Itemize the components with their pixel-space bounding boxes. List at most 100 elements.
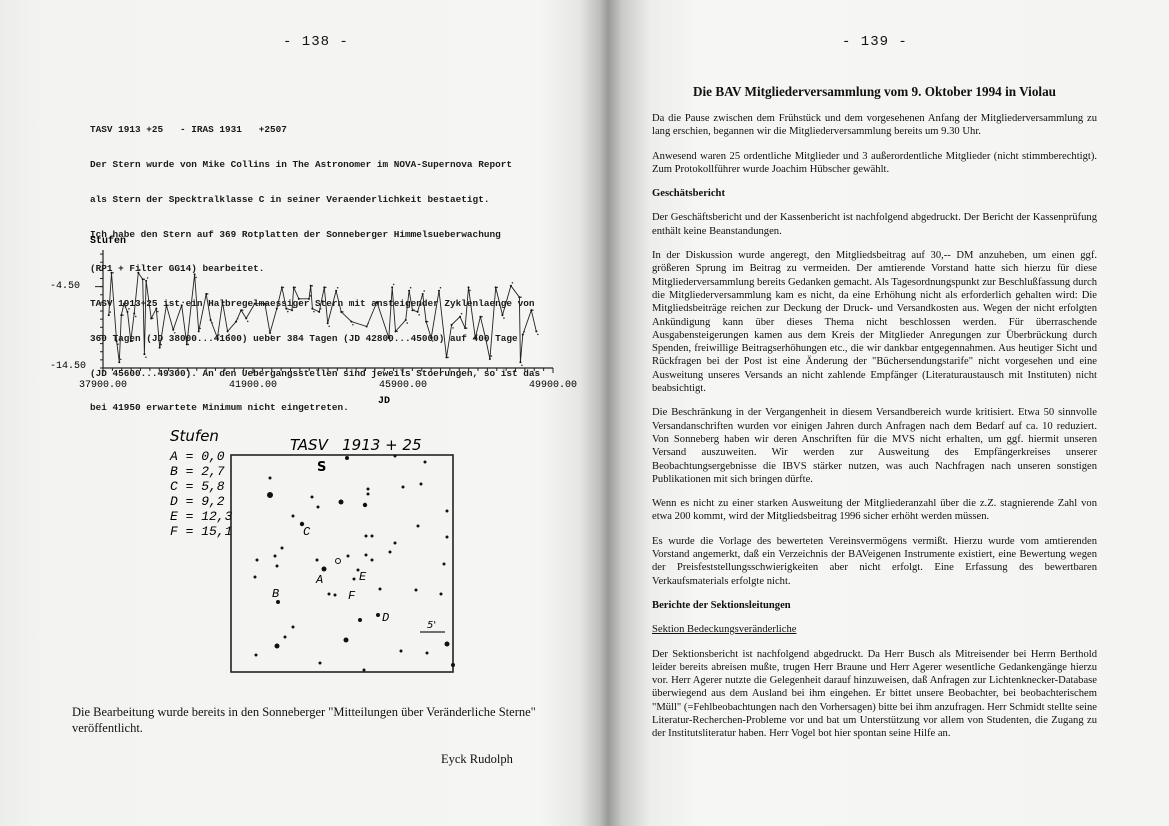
data-point	[307, 297, 310, 300]
data-point	[409, 286, 412, 289]
paragraph: Wenn es nicht zu einer starken Ausweitun…	[652, 498, 1097, 523]
data-point	[452, 327, 454, 329]
star	[414, 588, 418, 592]
data-point	[112, 271, 114, 274]
data-point	[387, 336, 390, 339]
page-number-left: - 138 -	[283, 34, 349, 50]
star	[310, 495, 314, 499]
data-point	[537, 333, 539, 336]
x-tick-label: 45900.00	[379, 380, 427, 391]
data-point	[160, 343, 162, 346]
star	[268, 476, 272, 480]
star	[274, 643, 280, 649]
x-tick-label: 37900.00	[79, 380, 127, 391]
data-point	[141, 278, 144, 281]
star	[345, 456, 349, 460]
data-point	[165, 304, 168, 307]
text-line: TASV 1913 +25 - IRAS 1931 +2507	[90, 124, 287, 136]
data-point	[128, 308, 130, 310]
data-point	[216, 336, 219, 339]
data-point	[209, 318, 212, 321]
finder-frame	[230, 454, 454, 673]
star	[451, 663, 455, 667]
data-point	[187, 343, 190, 346]
data-point	[241, 309, 244, 312]
star-label: B	[272, 587, 279, 601]
star	[393, 454, 397, 458]
x-tick-label: 41900.00	[229, 380, 277, 391]
finder-legend-title: Stufen	[170, 427, 219, 445]
data-point	[438, 289, 440, 292]
data-point	[474, 336, 477, 339]
data-point	[277, 304, 280, 307]
data-point	[294, 286, 297, 289]
data-point	[235, 320, 238, 323]
data-point	[206, 293, 209, 295]
data-point	[286, 310, 289, 313]
data-point	[197, 330, 200, 333]
paragraph: Der Sektionsbericht ist nachfolgend abge…	[652, 648, 1097, 740]
page-number-right: - 139 -	[842, 34, 908, 50]
data-point	[311, 285, 313, 287]
data-point	[340, 310, 343, 313]
data-point	[185, 343, 188, 346]
data-point	[503, 317, 505, 319]
data-point	[118, 361, 121, 364]
data-point	[496, 286, 498, 289]
data-point	[280, 286, 283, 289]
star	[280, 546, 284, 550]
star	[364, 534, 368, 538]
data-point	[143, 278, 146, 281]
data-point	[297, 297, 300, 300]
legend-entry: F = 15,1	[170, 524, 232, 539]
series-line	[108, 271, 537, 363]
data-point	[285, 307, 288, 310]
data-point	[421, 292, 424, 295]
paragraph: Da die Pause zwischen dem Frühstück und …	[652, 113, 1097, 138]
star	[444, 641, 450, 647]
star	[254, 653, 258, 657]
star-label: D	[382, 611, 389, 625]
data-point	[151, 317, 154, 320]
data-point	[313, 310, 315, 313]
data-point	[110, 271, 113, 274]
data-point	[291, 309, 294, 312]
data-point	[425, 320, 428, 323]
star	[338, 499, 344, 505]
star	[275, 564, 279, 568]
data-point	[270, 335, 273, 337]
data-point	[501, 314, 504, 317]
data-point	[423, 290, 425, 292]
data-point	[439, 286, 442, 289]
x-tick-label: 49900.00	[529, 380, 577, 391]
data-point	[404, 318, 407, 321]
star	[291, 514, 295, 518]
star	[327, 592, 331, 596]
data-point	[335, 289, 338, 292]
data-point	[445, 356, 448, 359]
subsection-heading: Sektion Bedeckungsveränderliche	[652, 624, 797, 636]
text-line: 360 Tagen (JD 38000...41600) ueber 384 T…	[90, 332, 518, 344]
data-point	[309, 295, 312, 297]
data-point	[375, 301, 378, 304]
star	[267, 492, 273, 498]
data-point	[180, 304, 183, 307]
star	[419, 482, 423, 486]
data-point	[450, 323, 453, 326]
legend-entry: B = 2,7	[170, 464, 225, 479]
light-curve-chart: Stufen JD -4.50 -14.50 37900.00 41900.00…	[50, 235, 577, 407]
data-point	[318, 310, 321, 313]
data-point	[182, 301, 185, 304]
star	[445, 509, 449, 513]
data-point	[394, 330, 397, 333]
data-point	[223, 301, 225, 303]
star	[388, 550, 392, 554]
data-point	[124, 305, 127, 308]
data-point	[211, 322, 213, 324]
data-point	[467, 286, 470, 289]
data-point	[406, 322, 409, 324]
data-point	[145, 356, 147, 358]
article-title: Die BAV Mitgliederversammlung vom 9. Okt…	[692, 84, 1057, 99]
y-tick-label: -4.50	[50, 281, 80, 292]
star	[370, 534, 374, 538]
